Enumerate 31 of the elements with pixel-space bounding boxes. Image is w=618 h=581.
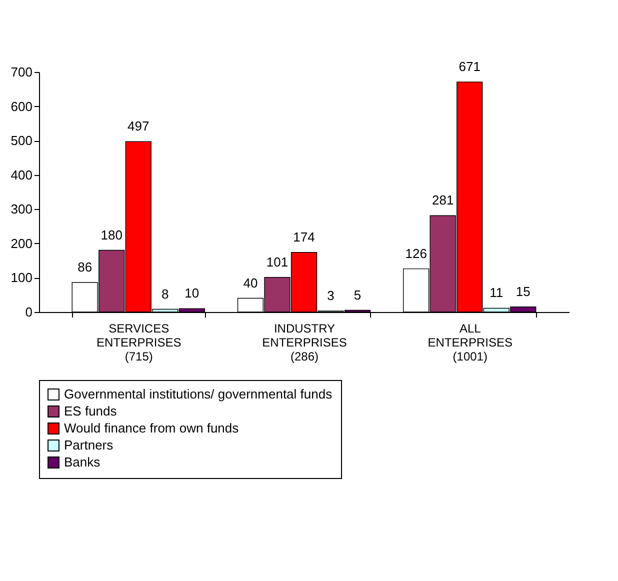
data-label: 8	[162, 286, 169, 302]
y-tick-label: 700	[10, 64, 32, 80]
data-label: 101	[266, 254, 288, 270]
y-tick-label: 100	[10, 270, 32, 286]
data-label: 671	[458, 58, 480, 74]
y-tick-label: 500	[10, 133, 32, 148]
data-label: 497	[128, 118, 150, 134]
y-tick-label: 300	[10, 202, 32, 217]
data-label: 174	[293, 229, 315, 244]
data-label: 180	[100, 227, 122, 242]
y-tick-label: 400	[10, 167, 32, 182]
data-label: 15	[516, 284, 530, 299]
data-label: 3	[327, 288, 334, 303]
legend-label: Partners	[64, 438, 114, 452]
data-label: 86	[78, 260, 92, 275]
y-tick-label: 200	[10, 236, 32, 251]
data-label: 281	[432, 192, 454, 208]
legend-label: ES funds	[64, 404, 118, 418]
y-tick-label: 600	[10, 98, 32, 114]
x-tick-label: ALL ENTERPRISES (1001)	[428, 322, 512, 364]
y-tick-label: 0	[25, 304, 32, 320]
legend-label: Would finance from own funds	[64, 420, 240, 436]
data-label: 10	[184, 286, 200, 301]
legend-label: Governmental institutions/ governmental funds	[64, 386, 333, 402]
data-label: 40	[243, 275, 258, 290]
data-label: 126	[405, 246, 427, 261]
x-tick-label: SERVICES ENTERPRISES (715)	[96, 322, 182, 364]
data-label: 11	[490, 285, 504, 300]
legend-label: Banks	[64, 454, 101, 470]
x-tick-label: INDUSTRY ENTERPRISES (286)	[262, 322, 347, 364]
data-label: 5	[354, 287, 362, 302]
